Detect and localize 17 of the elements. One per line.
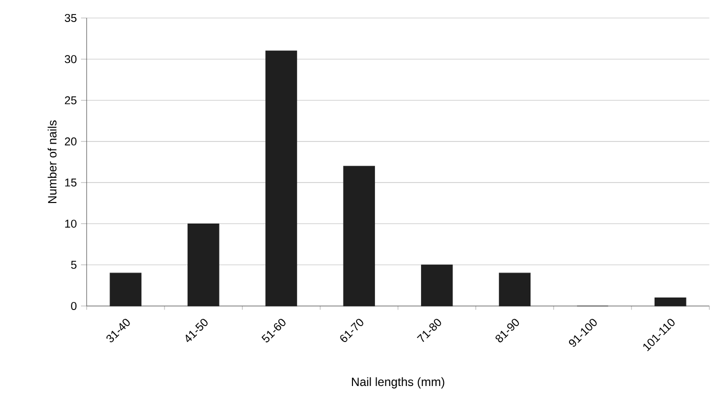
y-axis-title: Number of nails (48, 120, 57, 204)
bar (343, 166, 375, 306)
y-tick-label: 15 (65, 178, 76, 187)
bar (421, 264, 453, 306)
y-tick-label: 10 (65, 220, 76, 228)
y-tick-label: 0 (71, 302, 76, 310)
y-tick-label: 20 (64, 137, 76, 146)
y-tick-label: 30 (64, 55, 76, 64)
bar (654, 297, 686, 306)
bar (498, 272, 531, 306)
y-tick-label: 25 (64, 96, 76, 104)
y-tick-label: 5 (71, 260, 76, 269)
x-axis-title: Nail lengths (mm) (352, 377, 444, 388)
y-tick-label: 35 (64, 14, 76, 22)
bar (110, 272, 142, 306)
bar (188, 223, 220, 306)
bar (265, 50, 298, 306)
